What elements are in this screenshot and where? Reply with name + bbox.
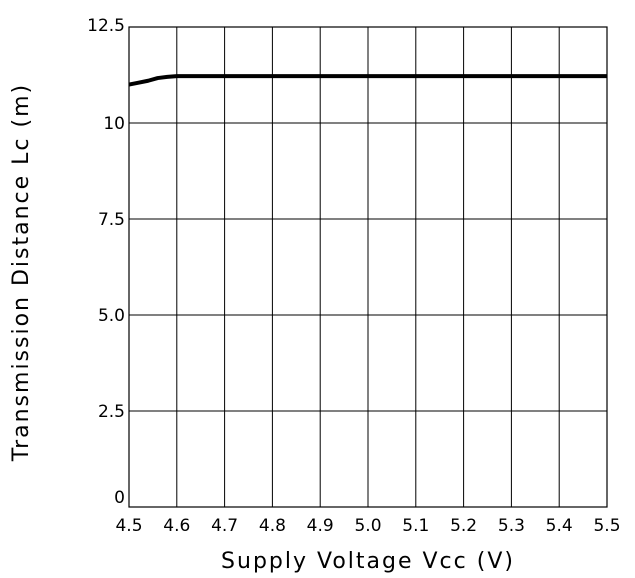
x-axis-label: Supply Voltage Vcc (V)	[221, 549, 515, 574]
x-tick-label: 4.6	[163, 516, 190, 536]
y-tick-label: 2.5	[98, 402, 125, 422]
y-tick-label: 7.5	[98, 210, 125, 230]
x-tick-label: 5.0	[354, 516, 381, 536]
x-tick-label: 4.8	[259, 516, 286, 536]
grid-lines	[129, 27, 607, 507]
y-tick-labels: 0 2.5 5.0 7.5 10 12.5	[87, 16, 125, 508]
x-tick-label: 5.5	[593, 516, 620, 536]
series-layer	[128, 74, 607, 87]
x-tick-label: 4.7	[211, 516, 238, 536]
x-tick-labels: 4.5 4.6 4.7 4.8 4.9 5.0 5.1 5.2 5.3 5.4 5.5	[115, 516, 620, 536]
x-tick-label: 5.4	[546, 516, 573, 536]
y-tick-label: 10	[103, 114, 125, 134]
x-tick-label: 4.5	[115, 516, 142, 536]
x-tick-label: 5.2	[450, 516, 477, 536]
x-tick-label: 5.1	[402, 516, 429, 536]
y-axis-label: Transmission Distance Lc (m)	[9, 83, 34, 462]
y-tick-label: 12.5	[87, 16, 125, 36]
plot-frame	[128, 26, 608, 508]
x-tick-label: 4.9	[307, 516, 334, 536]
x-tick-label: 5.3	[498, 516, 525, 536]
y-tick-label: 5.0	[98, 306, 125, 326]
series-line	[128, 74, 607, 87]
y-tick-label: 0	[114, 488, 125, 508]
